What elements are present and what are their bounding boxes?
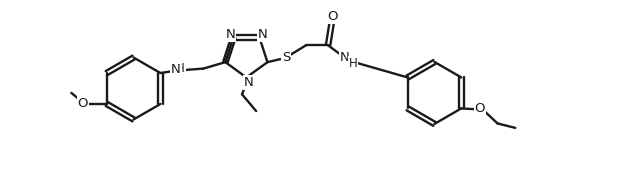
Text: N: N xyxy=(340,51,350,64)
Text: H: H xyxy=(176,62,185,75)
Text: N: N xyxy=(244,76,253,89)
Text: O: O xyxy=(327,10,338,23)
Text: N: N xyxy=(258,28,267,41)
Text: N: N xyxy=(171,63,181,76)
Text: H: H xyxy=(348,56,357,70)
Text: N: N xyxy=(226,28,235,41)
Text: S: S xyxy=(282,51,290,64)
Text: O: O xyxy=(474,102,485,115)
Text: O: O xyxy=(77,97,88,110)
